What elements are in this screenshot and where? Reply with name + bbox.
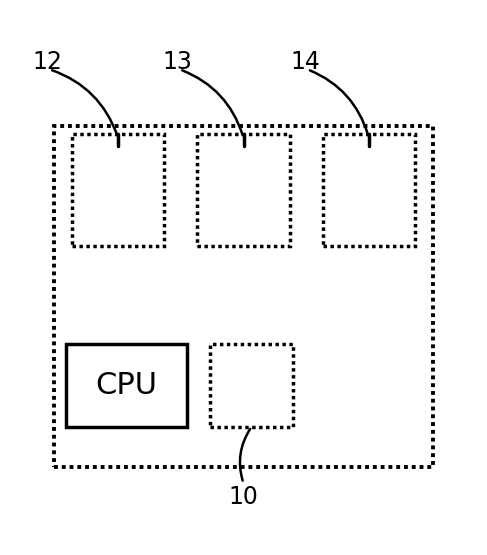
Bar xyxy=(197,134,290,245)
Bar xyxy=(72,134,164,245)
Text: 13: 13 xyxy=(162,51,192,74)
Text: 10: 10 xyxy=(228,486,259,509)
Bar xyxy=(323,134,415,245)
Text: 12: 12 xyxy=(32,51,62,74)
Text: CPU: CPU xyxy=(95,371,157,400)
Bar xyxy=(54,126,433,467)
Bar xyxy=(66,344,187,427)
Bar xyxy=(210,344,293,427)
Text: 14: 14 xyxy=(290,51,320,74)
